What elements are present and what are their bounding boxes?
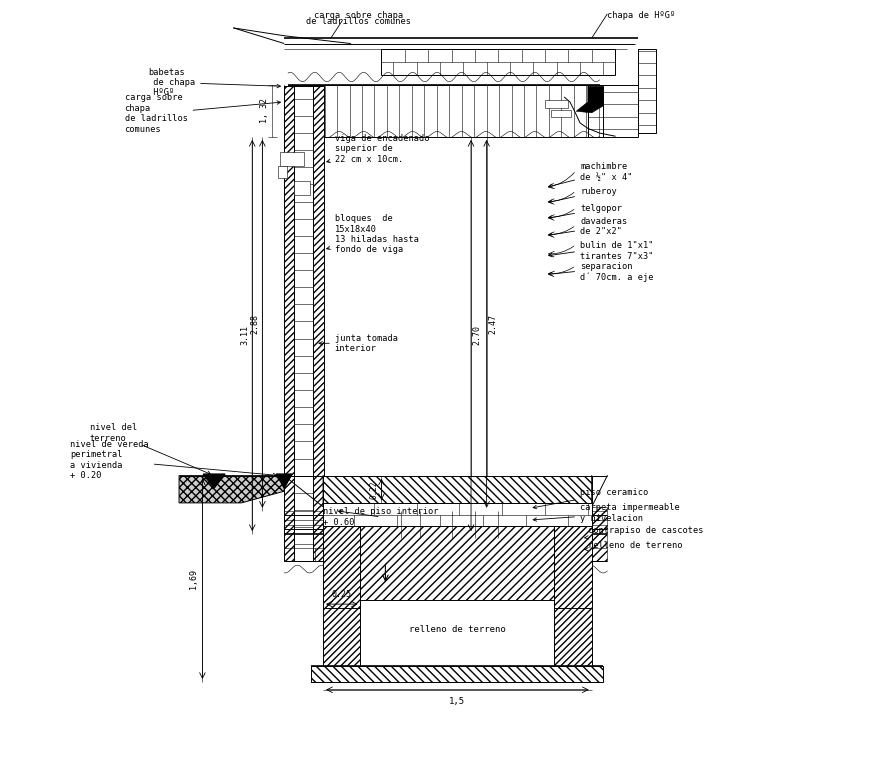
Text: 1, 32: 1, 32 [260,98,269,123]
Text: viga de encadenado
superior de
22 cm x 10cm.: viga de encadenado superior de 22 cm x 1… [327,133,429,164]
Text: davaderas
de 2"x2": davaderas de 2"x2" [548,217,627,236]
Text: 0.22: 0.22 [369,480,378,498]
Text: chapa de HºGº: chapa de HºGº [607,11,676,20]
Text: bloques  de
15x18x40
13 hiladas hasta
fondo de viga: bloques de 15x18x40 13 hiladas hasta fon… [327,215,419,254]
Text: carpeta impermeable
y nivelacion: carpeta impermeable y nivelacion [533,503,680,523]
Bar [311,666,603,682]
Text: relleno de terreno: relleno de terreno [409,625,506,634]
Bar [280,152,303,166]
Bar [381,49,615,75]
Text: 1,69: 1,69 [188,569,198,589]
Text: junta tomada
interior: junta tomada interior [319,334,398,353]
Text: relleno de terreno: relleno de terreno [585,541,682,551]
Polygon shape [545,507,607,562]
Text: de ladrillos comunes: de ladrillos comunes [306,17,411,26]
Bar [324,526,360,666]
Text: carga sobre chapa: carga sobre chapa [314,11,403,20]
Text: bulin de 1"x1": bulin de 1"x1" [548,242,653,257]
Text: 2.47: 2.47 [488,314,497,334]
Text: ruberoy: ruberoy [548,187,617,204]
Text: 1,5: 1,5 [449,697,466,706]
Bar [294,87,313,562]
Polygon shape [576,87,603,113]
Bar [288,85,603,137]
Text: nivel de piso interior
+ 0.60: nivel de piso interior + 0.60 [324,507,439,526]
Bar [278,166,287,178]
Bar [324,476,592,503]
Bar [294,181,310,195]
Text: tirantes 7"x3"
separacion
d´ 70cm. a eje: tirantes 7"x3" separacion d´ 70cm. a eje [548,252,653,282]
Text: contrapiso de cascotes: contrapiso de cascotes [585,526,704,539]
Bar [638,49,656,133]
Bar [551,110,570,118]
Bar [555,526,592,666]
Polygon shape [276,474,292,488]
Bar [360,526,555,601]
Bar [313,87,324,562]
Bar [545,101,569,108]
Text: 3.11: 3.11 [240,325,249,346]
Polygon shape [179,476,284,503]
Text: 2.88: 2.88 [250,314,259,334]
Text: piso ceramico: piso ceramico [533,488,648,509]
Polygon shape [284,476,324,503]
Bar [324,503,592,526]
Text: nivel del
terreno: nivel del terreno [90,423,211,474]
Text: 2.70: 2.70 [473,325,481,346]
Text: nivel de vereda
perimetral
a vivienda
+ 0.20: nivel de vereda perimetral a vivienda + … [70,440,276,480]
Polygon shape [203,474,225,488]
Bar [284,87,294,562]
Text: babetas
 de chapa
 HºGº: babetas de chapa HºGº [148,68,281,98]
Text: carga sobre
chapa
de ladrillos
comunes: carga sobre chapa de ladrillos comunes [125,94,281,133]
Text: machimbre
de ½" x 4": machimbre de ½" x 4" [548,162,632,187]
Text: telgopor: telgopor [548,204,622,219]
Text: 0.25: 0.25 [331,590,351,599]
